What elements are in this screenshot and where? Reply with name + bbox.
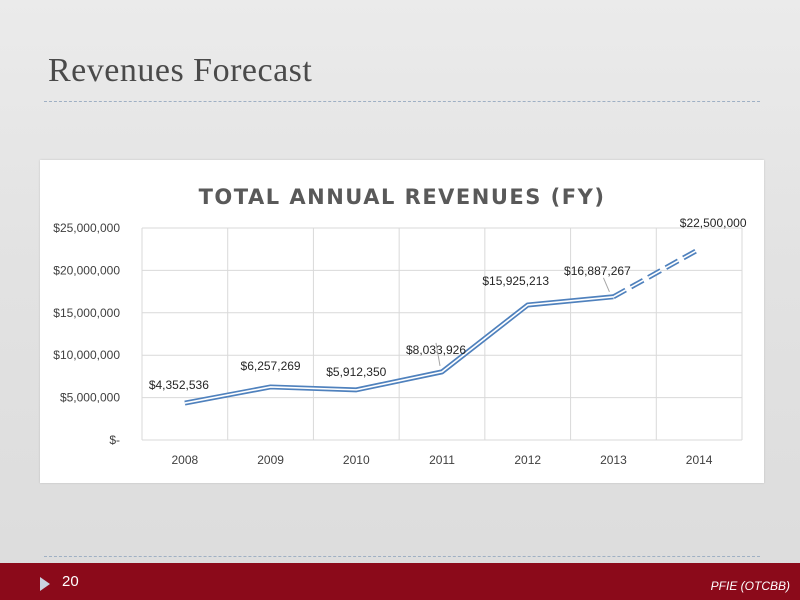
data-label-leader	[602, 277, 610, 292]
data-label: $8,033,926	[406, 343, 466, 357]
y-tick-label: $20,000,000	[53, 263, 120, 277]
data-label: $6,257,269	[241, 359, 301, 373]
data-point	[611, 294, 616, 299]
x-tick-label: 2014	[686, 453, 713, 467]
data-labels: $4,352,536 $6,257,269 $5,912,350 $8,033,926…	[149, 216, 747, 392]
gridlines	[141, 227, 743, 441]
axis-tick-labels: $- $5,000,000 $10,000,000 $15,000,000 $20,00…	[53, 221, 713, 467]
page-number: 20	[62, 573, 79, 590]
data-label: $15,925,213	[482, 274, 549, 288]
x-tick-label: 2013	[600, 453, 627, 467]
data-label: $5,912,350	[326, 365, 386, 379]
revenue-chart: TOTAL ANNUAL REVENUES (FY) $- $5,000,000 $…	[40, 160, 764, 483]
data-point	[525, 302, 530, 307]
data-point	[697, 247, 702, 252]
chart-title: TOTAL ANNUAL REVENUES (FY)	[199, 185, 606, 209]
x-tick-label: 2011	[429, 453, 455, 467]
data-label: $4,352,536	[149, 378, 209, 392]
data-point	[354, 387, 359, 392]
data-point	[440, 369, 445, 374]
footer-divider	[44, 556, 760, 557]
x-tick-label: 2009	[257, 453, 284, 467]
y-tick-label: $5,000,000	[60, 391, 120, 405]
y-tick-label: $15,000,000	[53, 306, 120, 320]
x-tick-label: 2012	[514, 453, 541, 467]
data-point	[268, 384, 273, 389]
x-tick-label: 2008	[172, 453, 199, 467]
footer-ticker-label: PFIE (OTCBB)	[710, 579, 790, 593]
x-tick-label: 2010	[343, 453, 370, 467]
footer-bar: 20 PFIE (OTCBB)	[0, 563, 800, 600]
data-label: $22,500,000	[680, 216, 747, 230]
series-lines	[182, 247, 702, 406]
y-tick-label: $10,000,000	[53, 348, 120, 362]
y-tick-label: $-	[109, 433, 120, 447]
y-tick-label: $25,000,000	[53, 221, 120, 235]
play-arrow-icon	[40, 577, 50, 591]
slide-title: Revenues Forecast	[48, 52, 313, 89]
series-line-forecast-core	[613, 248, 700, 298]
title-divider	[44, 101, 760, 102]
series-line-actual-core	[184, 295, 614, 404]
data-label: $16,887,267	[564, 264, 631, 278]
revenue-line-chart: TOTAL ANNUAL REVENUES (FY) $-$5,000,000$…	[53, 185, 747, 467]
data-label-leader	[435, 342, 441, 366]
data-point	[182, 401, 187, 406]
